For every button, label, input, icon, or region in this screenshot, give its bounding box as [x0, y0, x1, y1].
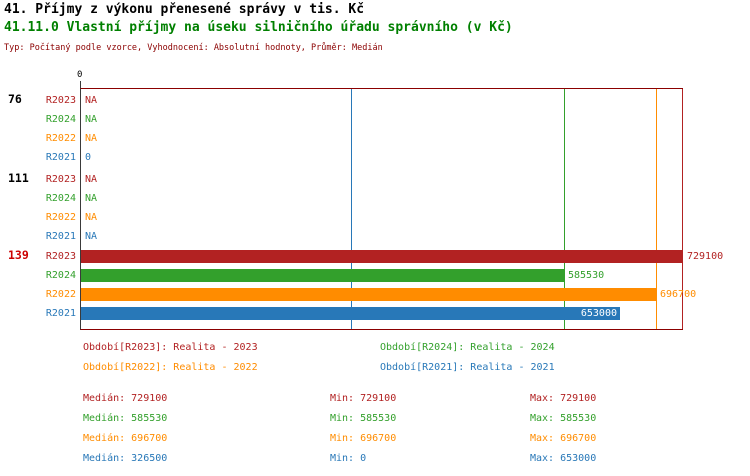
stat-min-r2024: Min: 585530 [330, 413, 397, 424]
series-label: R2023 [45, 251, 76, 262]
value-bar-r2021: 653000 [81, 307, 620, 320]
legend-item-r2022: Období[R2022]: Realita - 2022 [83, 362, 258, 373]
series-label: R2021 [45, 152, 76, 163]
group-label: 76 [8, 92, 22, 106]
stat-median-r2023: Medián: 729100 [83, 393, 168, 404]
series-label: R2023 [45, 174, 76, 185]
value-bar-r2023 [81, 250, 683, 263]
indicator-title: 41.11.0 Vlastní příjmy na úseku silniční… [4, 20, 513, 35]
series-label: R2024 [45, 270, 76, 281]
stat-min-r2021: Min: 0 [330, 453, 367, 464]
median-line-r2022 [656, 89, 657, 329]
value-text: NA [85, 193, 98, 204]
series-label: R2022 [45, 212, 76, 223]
series-label: R2022 [45, 133, 76, 144]
value-text: NA [85, 174, 98, 185]
bar-value-label: 585530 [568, 270, 605, 281]
axis-zero-label: 0 [77, 70, 83, 80]
stat-max-r2023: Max: 729100 [530, 393, 597, 404]
stat-median-r2022: Medián: 696700 [83, 433, 168, 444]
stat-max-r2024: Max: 585530 [530, 413, 597, 424]
series-label: R2022 [45, 289, 76, 300]
value-text: NA [85, 133, 98, 144]
stat-median-r2024: Medián: 585530 [83, 413, 168, 424]
value-text: NA [85, 114, 98, 125]
value-text: NA [85, 231, 98, 242]
value-text: NA [85, 95, 98, 106]
axis-tick [80, 81, 81, 88]
series-label: R2023 [45, 95, 76, 106]
series-label: R2021 [45, 308, 76, 319]
bar-value-label: 696700 [660, 289, 697, 300]
bar-value-label: 729100 [687, 251, 724, 262]
group-label: 111 [8, 171, 29, 185]
median-line-r2021 [351, 89, 352, 329]
bar-chart: 76 R2023 NA R2024 NA R2022 NA R2021 0 111 R2023 NA R… [0, 88, 750, 330]
legend-item-r2023: Období[R2023]: Realita - 2023 [83, 342, 258, 353]
value-bar-r2024 [81, 269, 564, 282]
value-bar-r2022 [81, 288, 656, 301]
bar-value-label: 653000 [580, 308, 617, 319]
plot-area [80, 88, 683, 330]
page-title: 41. Příjmy z výkonu přenesené správy v t… [4, 2, 365, 17]
series-label: R2024 [45, 114, 76, 125]
value-text: NA [85, 212, 98, 223]
legend-item-r2021: Období[R2021]: Realita - 2021 [380, 362, 555, 373]
series-label: R2021 [45, 231, 76, 242]
median-line-r2024 [564, 89, 565, 329]
stat-max-r2022: Max: 696700 [530, 433, 597, 444]
stat-max-r2021: Max: 653000 [530, 453, 597, 464]
legend-item-r2024: Období[R2024]: Realita - 2024 [380, 342, 555, 353]
indicator-subtitle: Typ: Počítaný podle vzorce, Vyhodnocení:… [4, 43, 383, 53]
group-label: 139 [8, 248, 29, 262]
median-line-r2023 [682, 89, 683, 329]
value-text: 0 [85, 152, 92, 163]
stat-median-r2021: Medián: 326500 [83, 453, 168, 464]
stat-min-r2022: Min: 696700 [330, 433, 397, 444]
stat-min-r2023: Min: 729100 [330, 393, 397, 404]
series-label: R2024 [45, 193, 76, 204]
